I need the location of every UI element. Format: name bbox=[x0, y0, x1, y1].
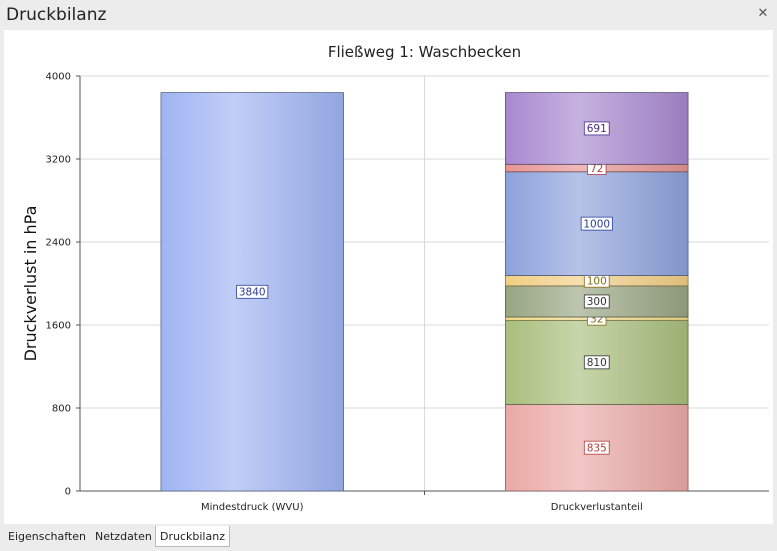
bottom-tab-bar: Eigenschaften Netzdaten Druckbilanz bbox=[0, 524, 777, 551]
data-label: 810 bbox=[587, 357, 607, 369]
data-label-box bbox=[580, 216, 613, 231]
data-label-box bbox=[583, 440, 610, 455]
x-tick-label: Mindestdruck (WVU) bbox=[201, 502, 304, 513]
chart-panel: Fließweg 1: Waschbecken Druckverlust in h… bbox=[4, 30, 773, 524]
data-label-box bbox=[583, 294, 610, 309]
data-label: 72 bbox=[590, 163, 603, 175]
y-tick-label: 3200 bbox=[46, 155, 71, 166]
chart-title: Fließweg 1: Waschbecken bbox=[328, 43, 521, 61]
tab-eigenschaften[interactable]: Eigenschaften bbox=[8, 530, 86, 543]
y-tick-label: 2400 bbox=[46, 238, 71, 249]
tab-druckbilanz[interactable]: Druckbilanz bbox=[155, 526, 230, 547]
data-label-box bbox=[583, 121, 610, 136]
y-tick-label: 800 bbox=[52, 404, 71, 415]
data-label: 300 bbox=[587, 296, 607, 308]
window-title: Druckbilanz bbox=[6, 5, 107, 25]
data-label: 835 bbox=[587, 442, 607, 454]
y-axis-label: Druckverlust in hPa bbox=[21, 206, 40, 362]
y-tick-label: 1600 bbox=[46, 321, 71, 332]
close-icon[interactable]: ✕ bbox=[757, 6, 769, 21]
y-tick-label: 0 bbox=[65, 487, 71, 498]
data-label-box bbox=[583, 355, 610, 370]
tab-netzdaten[interactable]: Netzdaten bbox=[95, 530, 152, 543]
data-label: 3840 bbox=[239, 287, 266, 299]
stacked-bar-chart: Fließweg 1: Waschbecken Druckverlust in h… bbox=[21, 43, 769, 513]
data-label-box bbox=[236, 284, 269, 299]
title-bar: Druckbilanz ✕ bbox=[0, 0, 777, 30]
data-label: 1000 bbox=[583, 218, 610, 230]
data-label: 100 bbox=[587, 275, 607, 287]
x-tick-label: Druckverlustanteil bbox=[551, 502, 643, 513]
y-tick-label: 4000 bbox=[46, 72, 71, 83]
data-label: 691 bbox=[587, 123, 607, 135]
